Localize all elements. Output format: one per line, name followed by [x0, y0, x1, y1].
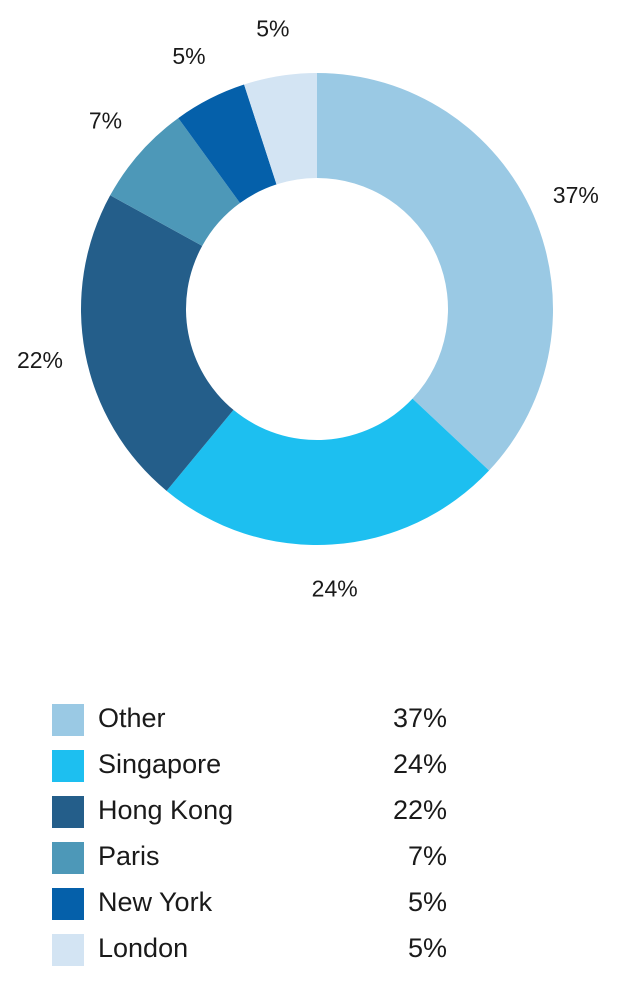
slice-label: 5%: [172, 43, 205, 69]
legend-swatch: [52, 796, 84, 828]
legend-label: Singapore: [98, 749, 221, 779]
legend-swatch: [52, 750, 84, 782]
legend-label: Hong Kong: [98, 795, 233, 825]
donut-slice: [81, 195, 234, 491]
legend-value: 5%: [408, 887, 447, 917]
donut-slice: [317, 73, 553, 471]
legend-value: 22%: [393, 795, 447, 825]
slice-label: 24%: [312, 576, 358, 602]
donut-slice: [110, 118, 241, 246]
legend-swatch: [52, 934, 84, 966]
slice-label: 5%: [256, 16, 289, 42]
legend-value: 7%: [408, 841, 447, 871]
legend-swatch: [52, 842, 84, 874]
legend-value: 24%: [393, 749, 447, 779]
legend-label: Other: [98, 703, 166, 733]
legend-value: 37%: [393, 703, 447, 733]
slice-label: 7%: [89, 108, 122, 134]
slice-label: 37%: [553, 182, 599, 208]
slice-label: 22%: [17, 347, 63, 373]
donut-slice: [244, 73, 317, 185]
legend-swatch: [52, 704, 84, 736]
legend-label: New York: [98, 887, 213, 917]
legend-value: 5%: [408, 933, 447, 963]
legend-label: London: [98, 933, 188, 963]
legend-label: Paris: [98, 841, 160, 871]
legend-swatch: [52, 888, 84, 920]
donut-slice: [166, 398, 490, 545]
donut-slice: [178, 84, 277, 204]
